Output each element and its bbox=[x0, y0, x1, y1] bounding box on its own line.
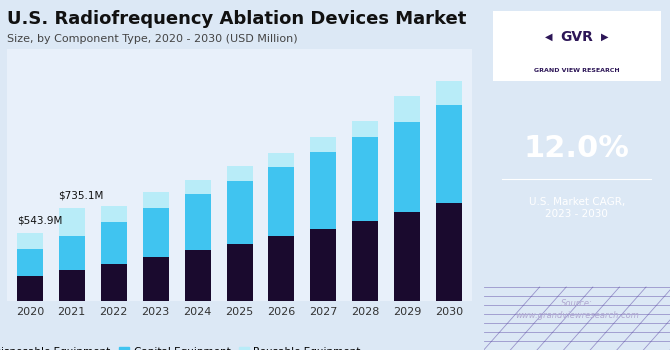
Bar bbox=[310, 229, 336, 301]
Bar bbox=[395, 122, 420, 212]
Bar bbox=[17, 233, 43, 249]
Bar bbox=[59, 208, 84, 236]
Bar bbox=[184, 250, 210, 301]
Bar bbox=[310, 152, 336, 229]
Bar bbox=[184, 194, 210, 250]
Bar bbox=[436, 80, 462, 105]
Bar bbox=[436, 105, 462, 203]
Bar bbox=[269, 167, 295, 236]
Text: GVR: GVR bbox=[560, 30, 594, 44]
Bar bbox=[395, 96, 420, 122]
Text: $735.1M: $735.1M bbox=[58, 191, 104, 201]
Bar bbox=[226, 181, 253, 244]
Text: Source:
www.grandviewresearch.com: Source: www.grandviewresearch.com bbox=[515, 299, 639, 320]
Bar bbox=[226, 166, 253, 181]
Legend: Disposable Equipment, Capital Equipment, Reusable Equipment: Disposable Equipment, Capital Equipment,… bbox=[0, 343, 364, 350]
Text: U.S. Market CAGR,
2023 - 2030: U.S. Market CAGR, 2023 - 2030 bbox=[529, 197, 625, 219]
Bar bbox=[143, 208, 169, 257]
Bar bbox=[59, 236, 84, 270]
Bar bbox=[352, 121, 379, 137]
Bar bbox=[100, 264, 127, 301]
Text: 12.0%: 12.0% bbox=[524, 134, 630, 163]
FancyBboxPatch shape bbox=[493, 10, 661, 80]
Bar bbox=[269, 236, 295, 301]
Text: U.S. Radiofrequency Ablation Devices Market: U.S. Radiofrequency Ablation Devices Mar… bbox=[7, 10, 466, 28]
Bar bbox=[269, 153, 295, 167]
Bar bbox=[310, 137, 336, 152]
Bar bbox=[17, 249, 43, 276]
Bar bbox=[352, 137, 379, 221]
Bar bbox=[143, 257, 169, 301]
Text: GRAND VIEW RESEARCH: GRAND VIEW RESEARCH bbox=[534, 68, 620, 72]
Text: ▶: ▶ bbox=[601, 32, 608, 42]
Bar bbox=[226, 244, 253, 301]
Text: Size, by Component Type, 2020 - 2030 (USD Million): Size, by Component Type, 2020 - 2030 (US… bbox=[7, 34, 297, 44]
Bar bbox=[184, 180, 210, 194]
Text: $543.9M: $543.9M bbox=[17, 215, 62, 225]
Bar bbox=[100, 222, 127, 264]
Bar bbox=[100, 206, 127, 222]
Bar bbox=[395, 212, 420, 301]
Bar bbox=[17, 276, 43, 301]
Text: ◀: ◀ bbox=[545, 32, 553, 42]
Bar bbox=[143, 192, 169, 208]
Bar bbox=[59, 270, 84, 301]
Bar bbox=[352, 221, 379, 301]
Bar bbox=[436, 203, 462, 301]
